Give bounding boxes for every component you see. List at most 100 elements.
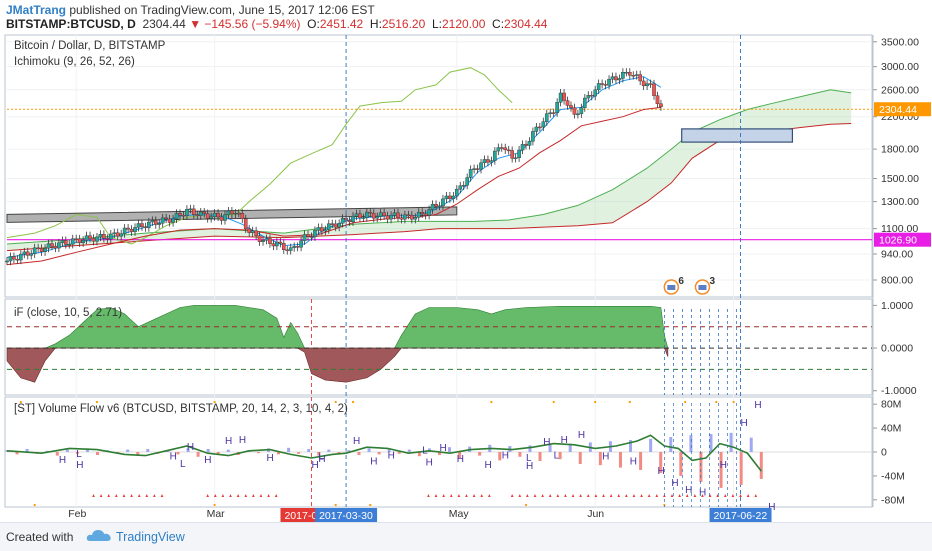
candle-body (309, 236, 314, 238)
low-marker: L (76, 449, 82, 460)
candle-body (102, 234, 106, 239)
if-negative-area (6, 347, 669, 383)
candle-body (261, 240, 265, 242)
high-marker: H (526, 461, 533, 472)
candle-body (43, 247, 47, 252)
candle-body (22, 251, 27, 255)
candle-body (282, 243, 286, 251)
candle-body (517, 149, 521, 159)
high-marker: H (720, 460, 727, 471)
volume-bar (639, 452, 643, 470)
high-marker: H (311, 460, 318, 471)
volume-tick-label: 80M (881, 399, 901, 411)
candle-body (288, 247, 293, 251)
candle-body (378, 212, 383, 217)
signal-triangle (130, 494, 133, 497)
volume-bar (126, 449, 130, 452)
price-tick-label: 800.00 (881, 274, 913, 286)
volume-tick-label: 40M (881, 423, 901, 435)
if-tick-label: 0.0000 (881, 343, 913, 355)
volume-flow-legend: [ST] Volume Flow v6 (BTCUSD, BITSTAMP, 2… (14, 403, 348, 415)
high-marker: H (426, 458, 433, 469)
candle-body (67, 244, 72, 246)
price-tick-label: 1500.00 (881, 173, 919, 185)
candle-body (385, 215, 390, 220)
signal-triangle (556, 494, 560, 497)
candle-body (105, 238, 110, 240)
candle-body (520, 144, 525, 151)
candle-body (160, 217, 165, 224)
candle-body (171, 218, 175, 223)
signal-triangle (213, 494, 217, 497)
candle-body (399, 217, 404, 220)
candle-body (250, 230, 255, 233)
high-marker: H (239, 435, 246, 446)
time-highlight-tag (315, 508, 378, 522)
volume-bar (458, 452, 462, 458)
candle-body (351, 215, 355, 223)
candle-body (617, 78, 622, 81)
volume-bar (146, 449, 150, 452)
candle-body (468, 169, 473, 178)
if-tick-label: -1.0000 (881, 385, 917, 397)
volume-bar (25, 449, 29, 452)
candle-body (264, 238, 269, 241)
candle-body (164, 217, 168, 220)
candle-body (413, 217, 418, 220)
candle-body (365, 211, 369, 218)
volume-bar (15, 452, 19, 455)
last-price-label: 2304.44 (879, 104, 917, 116)
candle-body (410, 214, 414, 220)
candle-body (195, 214, 200, 216)
volume-bar (669, 437, 673, 452)
last-price-tag (874, 102, 931, 117)
candle-body (53, 245, 58, 249)
candle-body (181, 214, 186, 217)
candle-body (247, 228, 252, 233)
volume-bar (287, 447, 291, 452)
high-marker: H (699, 487, 706, 498)
chart-canvas[interactable]: 3500.003000.002600.002200.001800.001500.… (0, 0, 932, 522)
candle-body (129, 229, 134, 233)
candle-body (586, 94, 591, 99)
candle-body (645, 83, 649, 87)
volume-bar (417, 452, 421, 457)
if-tick-label: 1.0000 (881, 300, 913, 312)
signal-triangle (122, 494, 126, 497)
volume-bar (699, 452, 703, 482)
signal-dot (33, 503, 36, 507)
volume-bar (689, 435, 693, 452)
signal-triangle (602, 494, 605, 497)
candle-body (108, 233, 113, 240)
signal-dot (19, 400, 22, 404)
author-link[interactable]: JMatTrang (6, 3, 67, 17)
candle-body (306, 234, 310, 237)
volume-bar (478, 452, 482, 456)
candle-body (583, 97, 587, 108)
tradingview-brand-link[interactable]: TradingView (116, 530, 185, 544)
volume-bar (75, 452, 79, 454)
high-marker: H (267, 453, 274, 464)
candle-body (136, 223, 141, 228)
signal-triangle (510, 494, 514, 497)
volume-bar (739, 452, 743, 485)
signal-triangle (693, 494, 697, 497)
signal-triangle (586, 494, 590, 497)
signal-triangle (685, 494, 689, 497)
candle-body (330, 223, 335, 225)
candle-body (257, 235, 262, 242)
volume-bar (729, 432, 733, 452)
candle-body (233, 212, 238, 215)
signal-triangle (107, 494, 111, 497)
volume-bar (538, 452, 542, 461)
volume-bar (598, 452, 602, 466)
price-tick-label: 1100.00 (881, 223, 918, 235)
symbol-label: BITSTAMP:BTCUSD, D (6, 17, 136, 31)
candle-body (254, 230, 258, 236)
volume-bar (367, 448, 371, 452)
candle-body (506, 149, 511, 152)
volume-bar (679, 452, 683, 476)
chikou-span (6, 67, 513, 245)
volume-bar (548, 444, 552, 452)
